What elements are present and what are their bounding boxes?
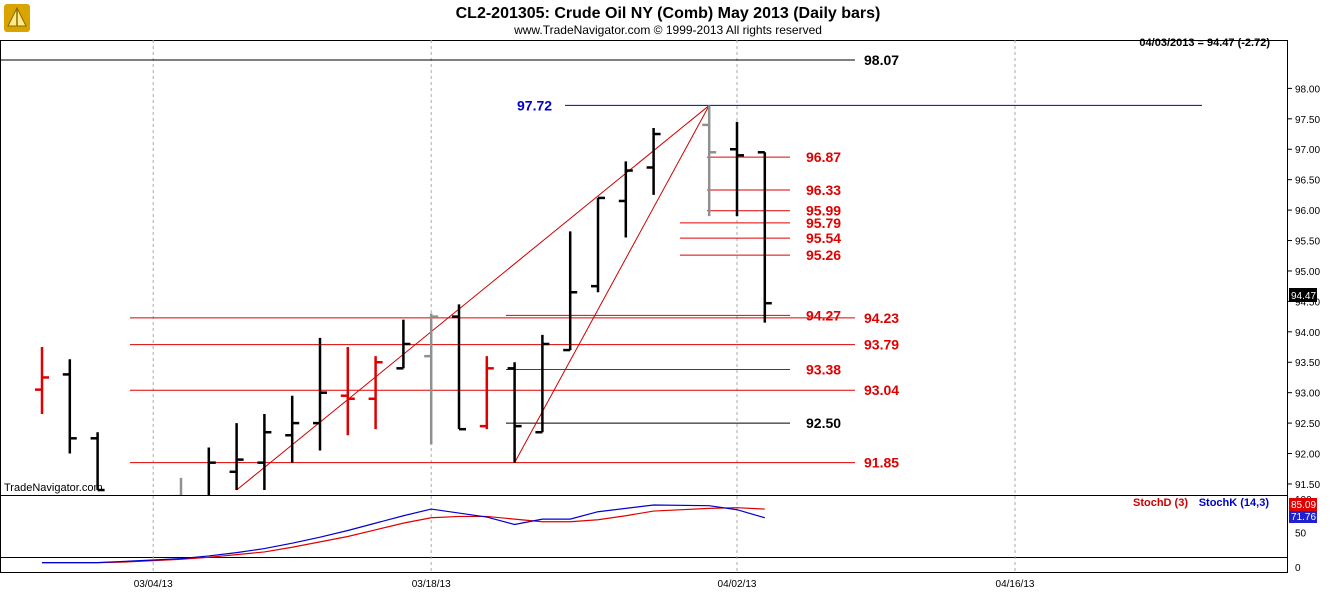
ohlc-bar-03-05-13 — [174, 477, 183, 495]
ohlc-bar-03-22-13 — [535, 334, 550, 434]
ohlc-bar-04-01-13 — [702, 105, 717, 217]
level-label-14: 91.85 — [864, 455, 899, 471]
level-label-1: 97.72 — [517, 97, 552, 113]
stochk-value-tag — [1289, 511, 1317, 523]
price-label-11: 92.50 — [1295, 419, 1320, 430]
last-price-tag — [1289, 288, 1317, 302]
ohlc-bar-02-27-13 — [62, 359, 77, 454]
level-label-13: 92.50 — [806, 415, 841, 431]
stoch-label-2: 0 — [1295, 563, 1301, 574]
copyright-text: www.TradeNavigator.com © 1999-2013 All r… — [513, 23, 822, 37]
level-label-10: 93.79 — [864, 337, 899, 353]
ohlc-bar-03-08-13 — [257, 413, 272, 491]
stochk-legend: StochK (14,3) — [1199, 497, 1270, 509]
price-levels: 98.07 97.72 96.87 96.33 95.9995.7995.5495.26… — [0, 52, 1202, 471]
stoch-series-1 — [42, 504, 765, 564]
ohlc-bars — [35, 105, 772, 495]
date-label-3: 04/16/13 — [996, 579, 1035, 590]
date-axis: 03/04/13 03/18/13 04/02/13 04/16/13 — [134, 579, 1035, 590]
stochd-value-tag — [1289, 498, 1317, 511]
ohlc-bar-03-19-13 — [452, 304, 466, 431]
price-label-6: 95.00 — [1295, 267, 1320, 278]
date-label-1: 03/18/13 — [412, 579, 451, 590]
price-label-0: 98.00 — [1295, 84, 1320, 95]
stochd-legend: StochD (3) — [1133, 497, 1188, 509]
chart-title: CL2-201305: Crude Oil NY (Comb) May 2013… — [456, 5, 881, 22]
price-label-12: 92.00 — [1295, 450, 1320, 461]
level-label-5: 95.79 — [806, 215, 841, 231]
level-label-4: 95.99 — [806, 203, 841, 219]
stochd-value-text: 85.09 — [1291, 500, 1316, 511]
level-label-9: 94.23 — [864, 310, 899, 326]
vertical-grid — [152, 40, 1016, 572]
ohlc-bar-03-12-13 — [313, 337, 327, 451]
stochk-value-text: 71.76 — [1291, 512, 1316, 523]
ohlc-bar-04-02-13 — [730, 121, 744, 217]
last-price-note: 04/03/2013 = 94.47 (-2.72) — [1139, 37, 1270, 49]
price-label-2: 97.00 — [1295, 145, 1320, 156]
price-label-4: 96.00 — [1295, 206, 1320, 217]
last-price-tag-text: 94.47 — [1291, 291, 1316, 302]
ohlc-bar-03-13-13 — [340, 347, 355, 436]
stoch-label-1: 50 — [1295, 529, 1307, 540]
price-label-7: 94.50 — [1295, 297, 1320, 308]
price-axis: 98.00 97.50 97.00 96.50 96.00 95.50 95.00 94.50… — [1287, 84, 1320, 491]
price-label-8: 94.00 — [1295, 328, 1320, 339]
ohlc-bar-02-26-13 — [35, 347, 49, 414]
ohlc-bar-03-14-13 — [368, 356, 383, 430]
level-label-0: 98.07 — [864, 52, 899, 68]
level-label-8: 94.27 — [806, 307, 841, 323]
watermark: TradeNavigator.com — [4, 482, 103, 494]
ohlc-bar-03-15-13 — [396, 319, 411, 370]
level-label-6: 95.54 — [806, 230, 841, 246]
level-label-11: 93.38 — [806, 362, 841, 378]
trend-line-1 — [514, 105, 710, 463]
level-label-7: 95.26 — [806, 247, 841, 263]
ohlc-bar-03-06-13 — [207, 447, 216, 495]
date-label-0: 03/04/13 — [134, 579, 173, 590]
price-label-3: 96.50 — [1295, 176, 1320, 187]
ohlc-bar-04-03-13 — [757, 151, 772, 323]
level-label-2: 96.87 — [806, 149, 841, 165]
price-label-5: 95.50 — [1295, 237, 1320, 248]
level-label-3: 96.33 — [806, 182, 841, 198]
ohlc-bar-03-20-13 — [479, 356, 494, 430]
ohlc-bar-03-21-13 — [507, 362, 522, 463]
ohlc-bar-03-18-13 — [424, 313, 439, 445]
ohlc-bar-03-28-13 — [646, 127, 661, 195]
chart-frame — [0, 40, 1288, 573]
tradenavigator-logo-icon — [4, 4, 30, 32]
price-label-13: 91.50 — [1295, 480, 1320, 491]
ohlc-bar-03-07-13 — [229, 423, 244, 491]
level-label-12: 93.04 — [864, 382, 899, 398]
ohlc-bar-03-11-13 — [285, 395, 300, 463]
price-label-9: 93.50 — [1295, 358, 1320, 369]
ohlc-bar-03-25-13 — [563, 231, 578, 352]
ohlc-bar-03-27-13 — [618, 161, 633, 238]
date-label-2: 04/02/13 — [718, 579, 757, 590]
ohlc-bar-03-26-13 — [591, 196, 605, 293]
price-label-1: 97.50 — [1295, 115, 1320, 126]
ohlc-bar-02-28-13 — [90, 432, 105, 492]
stoch-series-0 — [42, 507, 765, 564]
price-label-10: 93.00 — [1295, 389, 1320, 400]
